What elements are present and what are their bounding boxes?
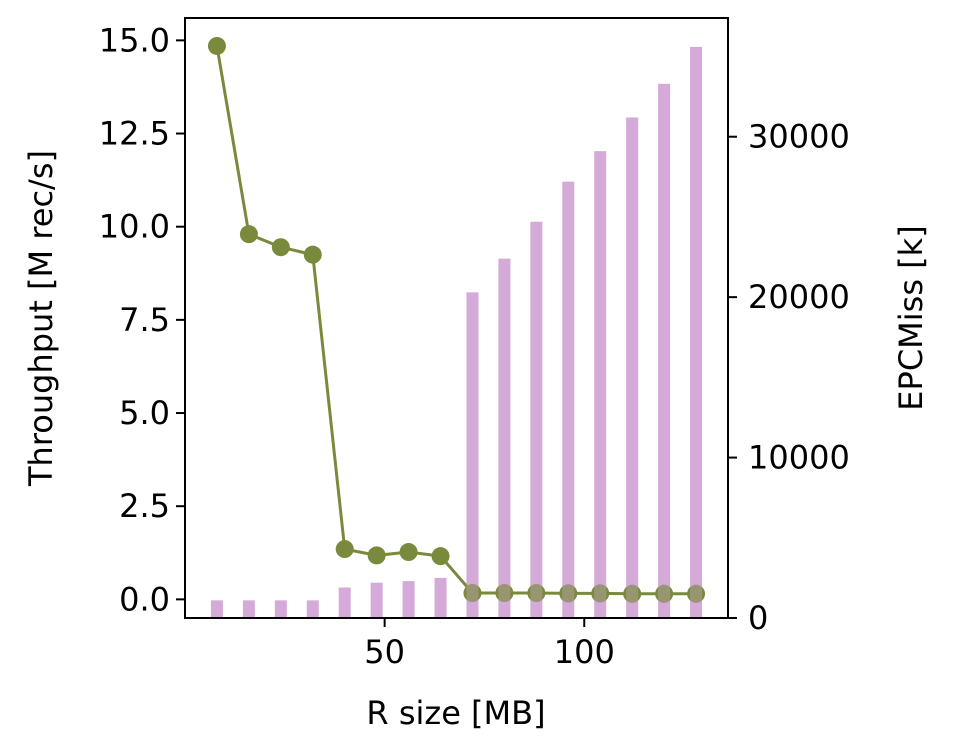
throughput-point [591, 584, 610, 603]
throughput-point [303, 245, 322, 264]
left-y-tick-label: 10.0 [99, 208, 170, 246]
right-y-axis: 0 10000 20000 30000 [728, 118, 850, 637]
left-y-axis: 0.0 2.5 5.0 7.5 10.0 12.5 15.0 [99, 21, 185, 618]
right-y-axis-label: EPCMiss [k] [892, 225, 930, 410]
throughput-series-line [215, 45, 697, 596]
epcmiss-bar [434, 577, 447, 618]
throughput-point [527, 584, 546, 603]
epcmiss-bar [242, 600, 255, 618]
throughput-point [495, 584, 514, 603]
x-axis-label: R size [MB] [366, 694, 545, 732]
throughput-point [559, 584, 578, 603]
bar-overlap [658, 584, 671, 603]
throughput-point [655, 584, 674, 603]
throughput-point [207, 36, 226, 55]
left-y-tick-label: 12.5 [99, 115, 170, 153]
epcmiss-bars [210, 46, 703, 619]
epcmiss-bar [498, 258, 511, 618]
bar-overlap [594, 584, 607, 603]
epcmiss-bar [274, 600, 287, 618]
left-y-tick-label: 15.0 [99, 21, 170, 59]
left-y-tick-label: 5.0 [119, 394, 170, 432]
throughput-point [239, 225, 258, 244]
bar-overlap [562, 584, 575, 603]
bar-overlap [498, 584, 511, 603]
left-y-tick-label: 2.5 [119, 487, 170, 525]
right-y-tick-label: 0 [748, 599, 768, 637]
epcmiss-bar [370, 582, 383, 618]
throughput-line [207, 36, 706, 603]
epcmiss-bar [562, 181, 575, 619]
epcmiss-bar [306, 600, 319, 618]
epcmiss-bar [402, 581, 415, 618]
throughput-point [271, 238, 290, 257]
right-y-tick-label: 30000 [748, 118, 850, 156]
x-tick-label: 100 [554, 633, 615, 671]
right-y-tick-label: 10000 [748, 439, 850, 477]
epcmiss-bar [626, 117, 639, 618]
epcmiss-bar [658, 83, 671, 619]
throughput-point [431, 547, 450, 566]
bar-overlap [530, 584, 543, 603]
epcmiss-bar [530, 221, 543, 618]
bar-overlap [690, 584, 703, 603]
epcmiss-bar [466, 292, 479, 618]
left-y-tick-label: 0.0 [119, 580, 170, 618]
epcmiss-bar [690, 46, 703, 618]
bar-overlap [626, 584, 639, 603]
epcmiss-bar [338, 587, 351, 618]
throughput-point [623, 584, 642, 603]
plot-frame [184, 17, 729, 619]
x-tick-label: 50 [364, 633, 405, 671]
epcmiss-bar [594, 151, 607, 618]
throughput-point [399, 543, 418, 562]
throughput-point [463, 584, 482, 603]
left-y-axis-label: Throughput [M rec/s] [22, 150, 60, 487]
throughput-point [335, 540, 354, 559]
epcmiss-bar [210, 600, 223, 618]
x-axis: 50 100 [364, 618, 615, 671]
throughput-point [367, 546, 386, 565]
right-y-tick-label: 20000 [748, 278, 850, 316]
throughput-point [687, 584, 706, 603]
left-y-tick-label: 7.5 [119, 301, 170, 339]
bar-overlap [466, 584, 479, 603]
